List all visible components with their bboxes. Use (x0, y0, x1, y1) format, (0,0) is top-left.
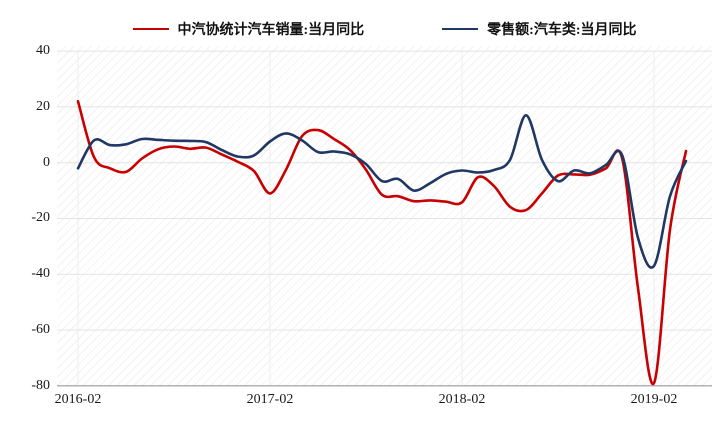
y-tick-label: -40 (31, 266, 50, 282)
x-tick-label: 2016-02 (54, 392, 102, 407)
legend-label-caam-auto-sales: 中汽协统计汽车销量:当月同比 (177, 23, 365, 38)
x-tick-label: 2017-02 (246, 392, 294, 407)
series-line-0 (76, 100, 688, 386)
y-tick-label: 40 (36, 43, 50, 59)
y-tick-label: 20 (36, 98, 50, 114)
y-tick-label: -60 (31, 322, 50, 338)
navy-line-swatch-icon (442, 28, 479, 30)
x-tick-label: 2019-02 (630, 392, 678, 407)
legend-item-retail-autos: 零售额:汽车类:当月同比 (442, 19, 637, 39)
legend-label-retail-autos: 零售额:汽车类:当月同比 (487, 23, 637, 38)
y-tick-label: -80 (31, 377, 50, 393)
y-tick-label: -20 (31, 210, 50, 226)
chart-legend: 中汽协统计汽车销量:当月同比 零售额:汽车类:当月同比 (57, 19, 712, 39)
y-tick-label: 0 (43, 154, 50, 170)
legend-item-caam-auto-sales: 中汽协统计汽车销量:当月同比 (132, 19, 365, 39)
plot-area-hatch-background (57, 46, 712, 386)
series-line-1 (76, 114, 688, 269)
red-line-swatch-icon (132, 28, 169, 30)
x-tick-label: 2018-02 (438, 392, 486, 407)
